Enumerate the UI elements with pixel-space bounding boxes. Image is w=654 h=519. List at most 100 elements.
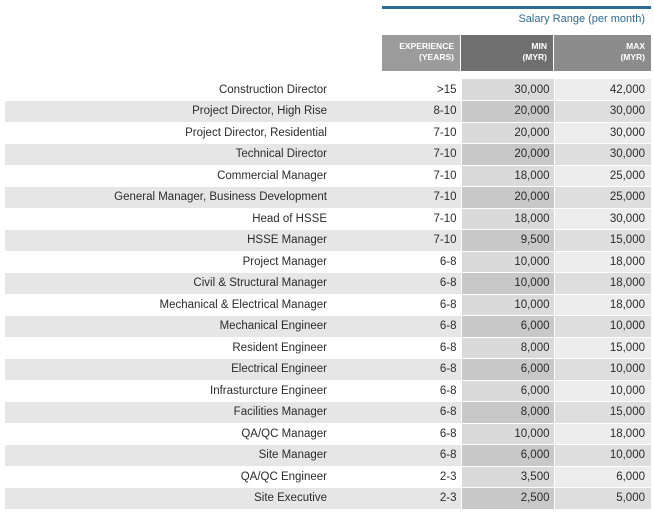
min-salary-cell: 3,500 [460,466,554,488]
role-cell: Resident Engineer [232,341,327,354]
max-salary-cell: 10,000 [553,380,651,402]
max-salary-cell: 5,000 [553,487,651,509]
experience-cell: 6-8 [439,298,457,311]
role-cell: Mechanical & Electrical Manager [159,298,327,311]
experience-cell: 6-8 [382,272,461,294]
experience-cell: 7-10 [433,126,457,139]
max-salary-cell: 15,000 [553,337,651,359]
role-cell: Project Director, High Rise [5,100,382,122]
max-salary-cell: 15,000 [553,229,651,251]
role-cell: Facilities Manager [5,401,382,423]
table-row: HSSE Manager 7-10 9,500 15,000 [5,229,651,251]
role-cell: Construction Director [218,83,327,96]
table-row: Site Executive 2-3 2,500 5,000 [5,487,651,509]
experience-cell: 6-8 [382,444,461,466]
min-salary-cell: 18,000 [460,165,554,187]
role-cell: Site Executive [5,487,382,509]
min-salary-cell: 8,000 [460,401,554,423]
max-salary-cell: 18,000 [553,423,651,445]
experience-cell: 7-10 [433,212,457,225]
max-salary-cell: 6,000 [553,466,651,488]
role-cell: Site Manager [5,444,382,466]
min-salary-cell: 6,000 [460,315,554,337]
salary-range-title: Salary Range (per month) [518,13,645,25]
experience-cell: 7-10 [382,186,461,208]
max-salary-cell: 18,000 [553,272,651,294]
max-salary-cell: 18,000 [553,251,651,273]
min-column-header: MIN (MYR) [461,35,553,71]
max-salary-cell: 30,000 [553,100,651,122]
header-rule [382,6,651,9]
min-salary-cell: 6,000 [460,380,554,402]
role-cell: Commercial Manager [217,169,327,182]
table-row: Resident Engineer 6-8 8,000 15,000 [5,337,651,359]
min-salary-cell: 20,000 [460,100,554,122]
role-cell: Civil & Structural Manager [5,272,382,294]
role-cell: Mechanical Engineer [5,315,382,337]
experience-cell: 2-3 [382,487,461,509]
role-cell: Infrasturcture Engineer [210,384,327,397]
max-salary-cell: 25,000 [553,165,651,187]
table-row: Site Manager 6-8 6,000 10,000 [5,444,651,466]
table-row: Facilities Manager 6-8 8,000 15,000 [5,401,651,423]
min-salary-cell: 9,500 [460,229,554,251]
min-salary-cell: 6,000 [460,358,554,380]
role-cell: QA/QC Engineer [240,470,327,483]
min-salary-cell: 20,000 [460,143,554,165]
role-cell: General Manager, Business Development [5,186,382,208]
experience-cell: >15 [436,83,457,96]
experience-cell: 6-8 [382,401,461,423]
max-salary-cell: 30,000 [553,122,651,144]
max-salary-cell: 25,000 [553,186,651,208]
role-cell: QA/QC Manager [241,427,327,440]
min-salary-cell: 10,000 [460,423,554,445]
min-salary-cell: 30,000 [460,79,554,101]
max-salary-cell: 42,000 [553,79,651,101]
table-row: Infrasturcture Engineer 6-8 6,000 10,000 [5,380,651,402]
max-salary-cell: 30,000 [553,143,651,165]
table-row: QA/QC Engineer 2-3 3,500 6,000 [5,466,651,488]
max-salary-cell: 10,000 [553,315,651,337]
min-salary-cell: 8,000 [460,337,554,359]
role-cell: Technical Director [5,143,382,165]
experience-cell: 6-8 [382,315,461,337]
experience-cell: 2-3 [439,470,457,483]
table-row: Mechanical Engineer 6-8 6,000 10,000 [5,315,651,337]
experience-cell: 7-10 [382,229,461,251]
table-row: Project Director, Residential 7-10 20,000 3… [5,122,651,144]
role-cell: Head of HSSE [252,212,327,225]
max-salary-cell: 18,000 [553,294,651,316]
experience-cell: 7-10 [433,169,457,182]
min-salary-cell: 2,500 [460,487,554,509]
table-row: Civil & Structural Manager 6-8 10,000 18,00… [5,272,651,294]
max-salary-cell: 10,000 [553,358,651,380]
role-cell: HSSE Manager [5,229,382,251]
experience-cell: 6-8 [439,384,457,397]
min-salary-cell: 20,000 [460,122,554,144]
experience-cell: 6-8 [439,427,457,440]
role-cell: Project Manager [242,255,327,268]
min-salary-cell: 6,000 [460,444,554,466]
table-row: Technical Director 7-10 20,000 30,000 [5,143,651,165]
table-row: Commercial Manager 7-10 18,000 25,000 [5,165,651,187]
experience-cell: 8-10 [382,100,461,122]
experience-cell: 7-10 [382,143,461,165]
table-row: QA/QC Manager 6-8 10,000 18,000 [5,423,651,445]
salary-table: Construction Director >15 30,000 42,000 Proj… [5,79,651,510]
table-row: Project Director, High Rise 8-10 20,000 30,… [5,100,651,122]
table-row: Project Manager 6-8 10,000 18,000 [5,251,651,273]
max-salary-cell: 15,000 [553,401,651,423]
role-cell: Project Director, Residential [185,126,327,139]
experience-cell: 6-8 [382,358,461,380]
min-salary-cell: 10,000 [460,272,554,294]
table-row: General Manager, Business Development 7-1… [5,186,651,208]
table-row: Head of HSSE 7-10 18,000 30,000 [5,208,651,230]
min-salary-cell: 18,000 [460,208,554,230]
max-column-header: MAX (MYR) [554,35,651,71]
experience-column-header: EXPERIENCE (YEARS) [382,35,460,71]
table-row: Mechanical & Electrical Manager 6-8 10,000… [5,294,651,316]
max-salary-cell: 10,000 [553,444,651,466]
experience-cell: 6-8 [439,341,457,354]
table-row: Construction Director >15 30,000 42,000 [5,79,651,101]
